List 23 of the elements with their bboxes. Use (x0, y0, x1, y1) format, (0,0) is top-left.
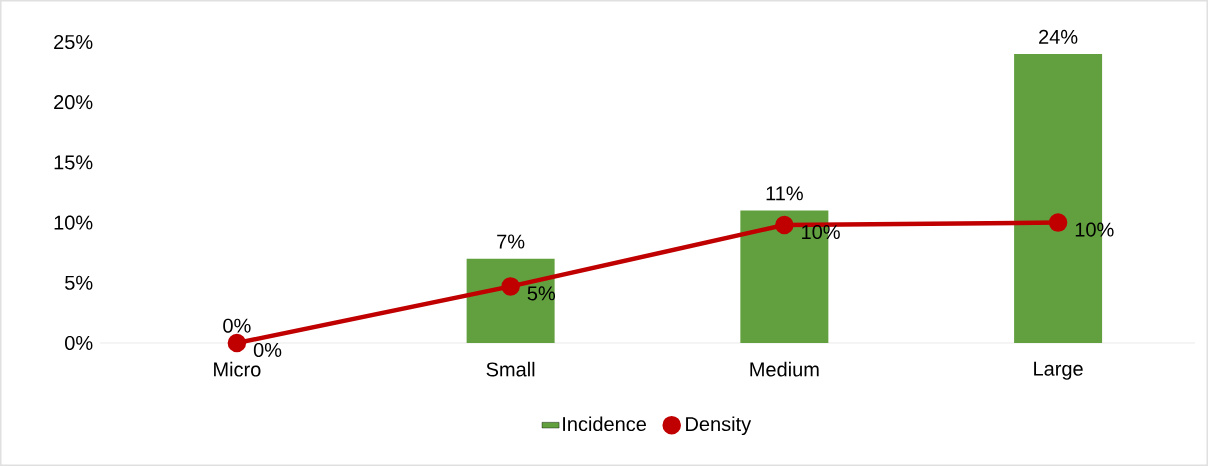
data-label: 0% (253, 342, 282, 358)
y-tick-label: 20% (54, 95, 93, 110)
x-tick-label: Micro (214, 361, 261, 377)
x-tick-label: Large (1034, 361, 1083, 380)
point (775, 215, 794, 235)
data-label: 0% (223, 318, 251, 333)
data-label: 5% (527, 286, 555, 301)
point (227, 333, 247, 353)
point (1048, 213, 1068, 232)
data-label: 11% (766, 186, 803, 201)
x-tick-label: Small (486, 361, 535, 377)
data-label: 24% (1039, 29, 1078, 44)
y-tick-label: 5% (65, 275, 93, 290)
data-label: 7% (497, 234, 525, 249)
y-tick-label: 15% (54, 155, 93, 170)
y-tick-label: 10% (54, 215, 93, 230)
legend-label: Density (686, 416, 752, 436)
bar (466, 258, 555, 343)
x-tick-label: Medium (750, 361, 819, 377)
point (501, 277, 520, 296)
y-tick-label: 25% (54, 34, 93, 50)
y-tick-label: 0% (65, 335, 93, 351)
legend-label: Incidence (563, 416, 646, 432)
